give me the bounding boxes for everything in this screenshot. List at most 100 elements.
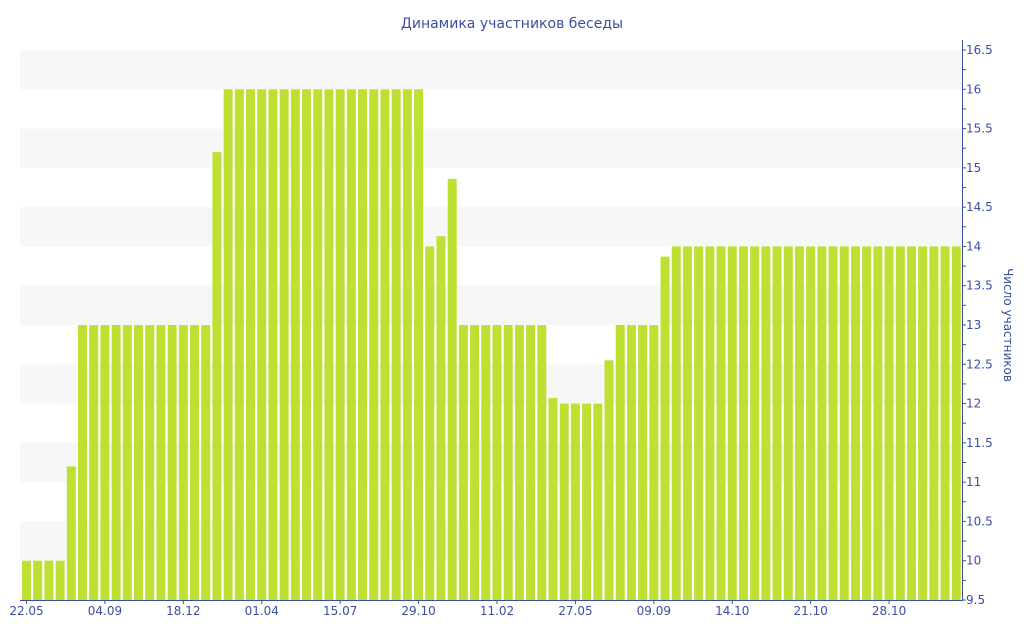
bar [559,403,569,600]
bar [828,246,838,600]
bar [324,89,334,601]
grid-band [20,285,962,325]
bar [313,89,323,601]
y-tick-label: 13 [966,318,981,332]
bar [514,325,524,600]
bar [156,325,166,600]
y-axis-label: Число участников [1001,268,1015,382]
bar [78,325,88,600]
y-tick-label: 16.5 [966,43,993,57]
y-tick-label: 14 [966,239,981,253]
y-tick-label: 16 [966,82,981,96]
bar [22,560,31,600]
bar [302,89,312,601]
bar [839,246,849,600]
bar [33,560,43,600]
bar [89,325,99,600]
y-tick-label: 9.5 [966,593,985,607]
bar [503,325,513,600]
bar [425,246,435,600]
bar [458,325,468,600]
bar [929,246,939,600]
bar [100,325,110,600]
y-tick-label: 12 [966,397,981,411]
bar [145,325,155,600]
bar [906,246,916,600]
bar [290,89,300,601]
bar [604,360,614,600]
x-tick-label: 04.09 [88,604,122,618]
bar [750,246,760,600]
bar [660,256,670,600]
bar [447,178,457,600]
bar [402,89,412,601]
bar [492,325,502,600]
y-tick-label: 15.5 [966,122,993,136]
bar [694,246,704,600]
bar [783,246,793,600]
grid-band [20,442,962,483]
y-tick-label: 11 [966,475,981,489]
bar [548,398,558,600]
bar [761,246,771,600]
bar [55,560,65,600]
y-tick-label: 13.5 [966,279,993,293]
bar [268,89,278,601]
grid-band [20,364,962,404]
bar [257,89,267,601]
bar [738,246,748,600]
bar [817,246,827,600]
bar [895,246,905,600]
bar [626,325,636,600]
x-tick-label: 09.09 [637,604,671,618]
bar [705,246,715,600]
x-tick-label: 28.10 [872,604,906,618]
bar [772,246,782,600]
bar [470,325,480,600]
y-tick-label: 12.5 [966,357,993,371]
bar [918,246,928,600]
grid-band [20,50,962,90]
bar [436,236,446,600]
x-tick-label: 18.12 [166,604,200,618]
bar [414,89,424,601]
bar [873,246,883,600]
bar [358,89,368,601]
grid-band [20,128,962,168]
bar [649,325,659,600]
y-tick-label: 10 [966,554,981,568]
bar [167,325,177,600]
y-axis: 9.5 10 10.5 11 11.5 12 12.5 13 13.5 14 14.5 15 15.5 1… [962,40,993,607]
bar [570,403,580,600]
bar [190,325,200,600]
bar [246,89,256,601]
bar [369,89,379,601]
bar [481,325,491,600]
grid-band [20,207,962,247]
bar [940,246,950,600]
bar [279,89,289,601]
x-axis: 22.05 04.09 18.12 01.04 15.07 29.10 11.02 27.05… [9,600,962,618]
x-tick-label: 22.05 [9,604,43,618]
chart-title: Динамика участников беседы [401,16,623,32]
bar [727,246,737,600]
grid-band [20,521,962,561]
bar [111,325,121,600]
y-tick-label: 11.5 [966,436,993,450]
bar [380,89,390,601]
bar [638,325,648,600]
y-tick-label: 10.5 [966,514,993,528]
x-tick-label: 29.10 [401,604,435,618]
bar [212,152,222,600]
bar [716,246,726,600]
y-tick-label: 15 [966,161,981,175]
y-tick-label: 14.5 [966,200,993,214]
bar [615,325,625,600]
x-tick-label: 14.10 [715,604,749,618]
bar [806,246,816,600]
bar [44,560,54,600]
bar [234,89,244,601]
bar [223,89,233,601]
bar [391,89,401,601]
